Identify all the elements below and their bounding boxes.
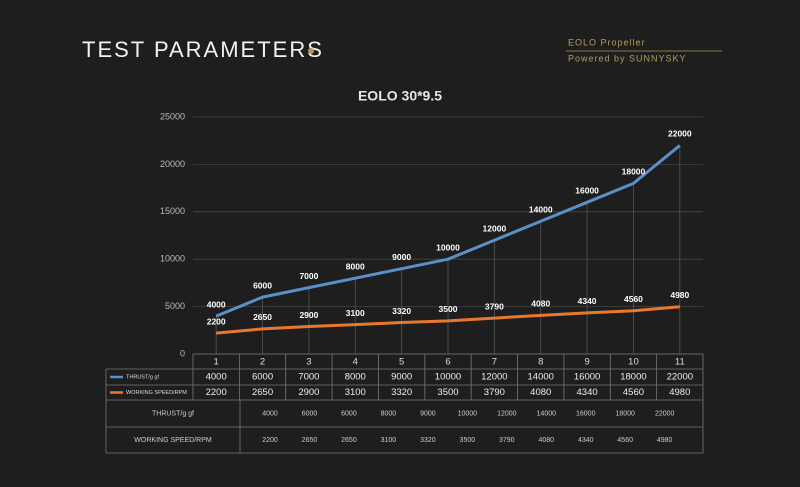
table-value: 2650 (302, 437, 318, 444)
x-tick-label: 7 (492, 357, 497, 368)
subtitle: Powered by SUNNYSKY (568, 53, 687, 63)
series-line (216, 305, 680, 335)
x-tick-label: 10 (628, 357, 639, 368)
data-label: 10000 (436, 242, 460, 252)
data-label: 4980 (670, 290, 689, 300)
table-value: 6000 (302, 410, 318, 417)
table-value: 6000 (252, 372, 273, 383)
table-value: 2200 (262, 437, 278, 444)
x-tick-label: 6 (445, 357, 450, 368)
table-value: 10000 (458, 410, 478, 417)
table-value: 4340 (578, 437, 594, 444)
table-value: 9000 (391, 372, 412, 383)
y-tick-label: 15000 (160, 206, 185, 216)
table-value: 22000 (655, 410, 675, 417)
data-label: 4000 (207, 299, 226, 309)
page-title: TEST PARAMETERS (82, 37, 324, 62)
table-value: 14000 (528, 372, 554, 383)
title-dot (308, 48, 314, 54)
table-value: 3500 (437, 387, 458, 398)
table-value: 3790 (499, 437, 515, 444)
x-tick-label: 1 (214, 357, 219, 368)
table-value: 2900 (298, 387, 319, 398)
table-value: 16000 (574, 372, 600, 383)
data-label: 2900 (299, 310, 318, 320)
table-value: 3790 (484, 387, 505, 398)
data-label: 16000 (575, 186, 599, 196)
data-label: 3100 (346, 308, 365, 318)
x-tick-label: 11 (675, 357, 685, 368)
y-tick-label: 5000 (165, 301, 185, 311)
data-label: 3500 (439, 304, 458, 314)
table-value: 4980 (669, 387, 690, 398)
table-value: 12000 (497, 410, 517, 417)
table-value: 14000 (537, 410, 557, 417)
data-label: 4080 (531, 299, 550, 309)
x-tick-label: 3 (306, 357, 311, 368)
table-value: 9000 (420, 410, 436, 417)
table-value: 2200 (206, 387, 227, 398)
table-value: 4560 (617, 437, 633, 444)
data-label: 4340 (578, 296, 597, 306)
y-tick-label: 20000 (160, 159, 185, 169)
x-tick-label: 9 (584, 357, 589, 368)
x-tick-label: 8 (538, 357, 543, 368)
table-value: 3100 (345, 387, 366, 398)
data-label: 12000 (483, 223, 507, 233)
table-value: 3500 (460, 437, 476, 444)
table-value: 3320 (391, 387, 412, 398)
data-label: 2200 (207, 316, 226, 326)
data-label: 18000 (622, 167, 646, 177)
y-tick-label: 0 (180, 348, 185, 358)
table-value: 4000 (206, 372, 227, 383)
data-label: 8000 (346, 261, 365, 271)
data-label: 7000 (299, 271, 318, 281)
table-value: 18000 (620, 372, 646, 383)
series-line (215, 144, 681, 318)
table-value: 10000 (435, 372, 461, 383)
x-tick-label: 4 (353, 357, 358, 368)
row-label: WORKING SPEED/RPM (134, 437, 212, 444)
chart-title: EOLO 30*9.5 (358, 88, 442, 104)
table-value: 3320 (420, 437, 436, 444)
table-value: 4000 (262, 410, 278, 417)
data-label: 2650 (253, 312, 272, 322)
table-value: 4340 (577, 387, 598, 398)
table-value: 4560 (623, 387, 644, 398)
table-value: 18000 (615, 410, 635, 417)
table-value: 16000 (576, 410, 596, 417)
table-value: 4080 (538, 437, 554, 444)
y-tick-label: 10000 (160, 254, 185, 264)
y-tick-label: 25000 (160, 111, 185, 121)
data-label: 14000 (529, 205, 553, 215)
legend-label: THRUST/g gf (126, 374, 159, 380)
table-value: 3100 (381, 437, 397, 444)
data-label: 9000 (392, 252, 411, 262)
table-value: 8000 (381, 410, 397, 417)
data-label: 3320 (392, 306, 411, 316)
row-label: THRUST/g gf (152, 410, 194, 417)
brand: EOLO Propeller (568, 37, 646, 47)
table-value: 22000 (667, 372, 693, 383)
table-value: 4080 (530, 387, 551, 398)
data-label: 6000 (253, 280, 272, 290)
table-value: 2650 (341, 437, 357, 444)
table-value: 2650 (252, 387, 273, 398)
data-label: 3790 (485, 301, 504, 311)
data-label: 22000 (668, 129, 692, 139)
table-value: 7000 (298, 372, 319, 383)
table-value: 8000 (345, 372, 366, 383)
table-value: 6000 (341, 410, 357, 417)
table-value: 12000 (481, 372, 507, 383)
x-tick-label: 5 (399, 357, 404, 368)
data-label: 4560 (624, 294, 643, 304)
x-tick-label: 2 (260, 357, 265, 368)
legend-label: WORKING SPEED/RPM (126, 390, 187, 396)
table-value: 4980 (657, 437, 673, 444)
